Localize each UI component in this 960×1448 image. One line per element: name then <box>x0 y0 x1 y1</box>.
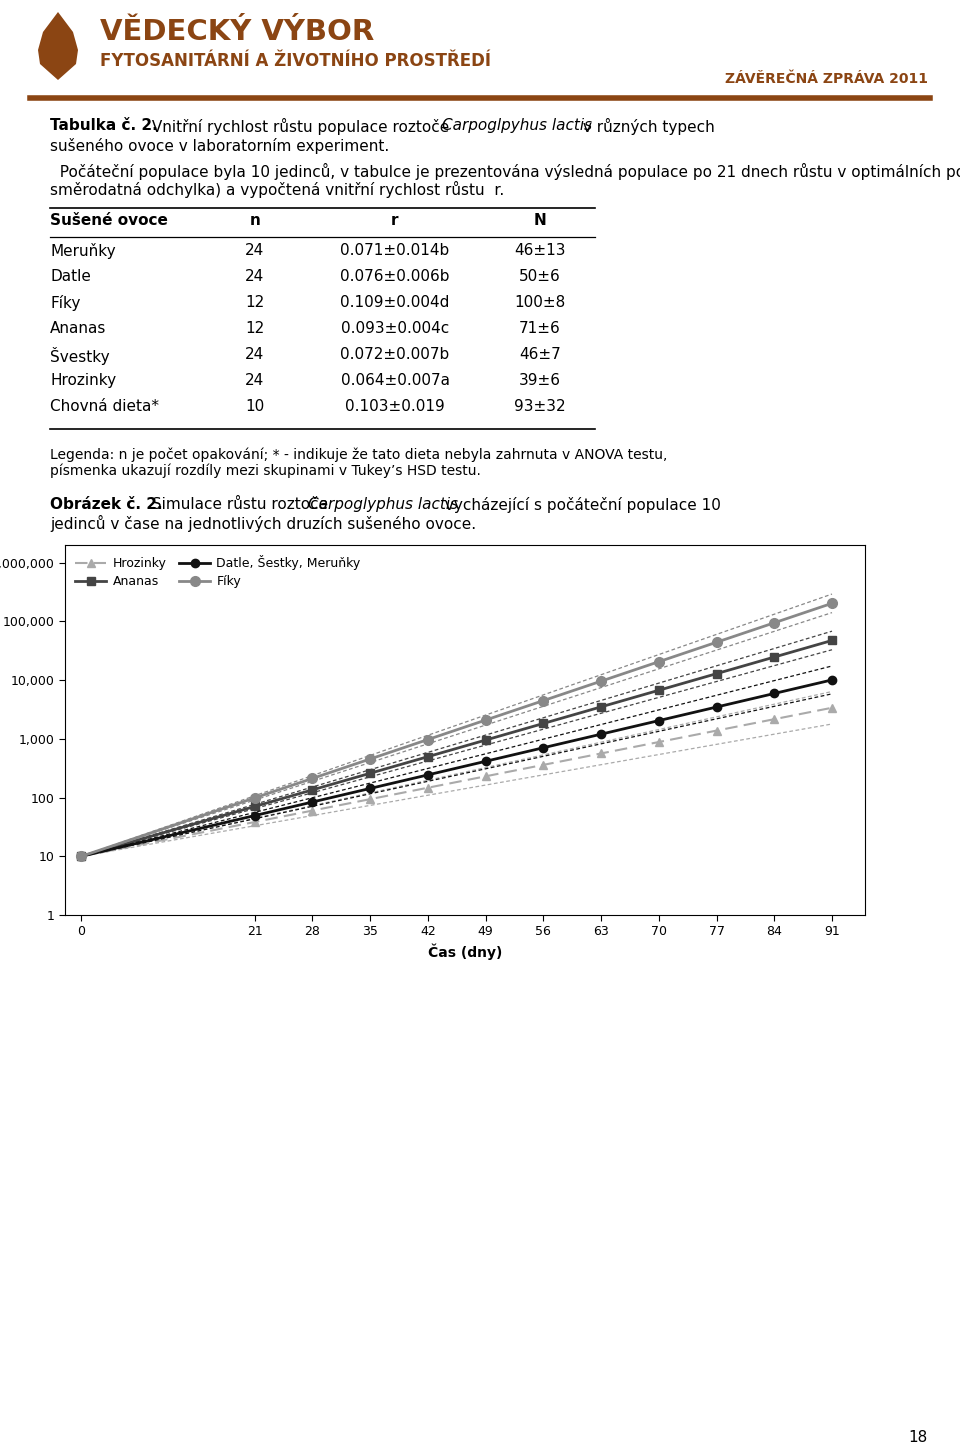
Text: 0.076±0.006b: 0.076±0.006b <box>340 269 449 284</box>
Text: 24: 24 <box>246 269 265 284</box>
Text: sušeného ovoce v laboratorním experiment.: sušeného ovoce v laboratorním experiment… <box>50 138 389 153</box>
Text: 0.103±0.019: 0.103±0.019 <box>346 400 444 414</box>
Text: VĚDECKÝ VÝBOR: VĚDECKÝ VÝBOR <box>100 17 374 46</box>
Text: 71±6: 71±6 <box>519 321 561 336</box>
Text: N: N <box>534 213 546 227</box>
Text: Hrozinky: Hrozinky <box>50 374 116 388</box>
Text: FYTOSANITÁRNÍ A ŽIVOTNÍHO PROSTŘEDÍ: FYTOSANITÁRNÍ A ŽIVOTNÍHO PROSTŘEDÍ <box>100 52 491 70</box>
Text: Fíky: Fíky <box>50 295 81 311</box>
Text: písmenka ukazují rozdíly mezi skupinami v Tukey’s HSD testu.: písmenka ukazují rozdíly mezi skupinami … <box>50 463 481 478</box>
Text: 50±6: 50±6 <box>519 269 561 284</box>
Text: 46±7: 46±7 <box>519 348 561 362</box>
Text: Počáteční populace byla 10 jedinců, v tabulce je prezentována výsledná populace : Počáteční populace byla 10 jedinců, v ta… <box>50 164 960 180</box>
X-axis label: Čas (dny): Čas (dny) <box>428 944 502 960</box>
Text: Datle: Datle <box>50 269 91 284</box>
Text: 100±8: 100±8 <box>515 295 565 310</box>
Text: Sušené ovoce: Sušené ovoce <box>50 213 168 227</box>
Text: 39±6: 39±6 <box>519 374 561 388</box>
Text: 18: 18 <box>909 1431 928 1445</box>
Text: vycházející s počáteční populace 10: vycházející s počáteční populace 10 <box>440 497 721 513</box>
Text: r: r <box>392 213 398 227</box>
Text: Obrázek č. 2.: Obrázek č. 2. <box>50 497 162 513</box>
Text: n: n <box>250 213 260 227</box>
Text: Švestky: Švestky <box>50 348 109 365</box>
Text: 24: 24 <box>246 374 265 388</box>
Text: Ananas: Ananas <box>50 321 107 336</box>
Legend: Hrozinky, Ananas, Datle, Šestky, Meruňky, Fíky: Hrozinky, Ananas, Datle, Šestky, Meruňky… <box>71 552 365 592</box>
Text: 46±13: 46±13 <box>515 243 565 258</box>
Text: Meruňky: Meruňky <box>50 243 115 259</box>
Text: 0.064±0.007a: 0.064±0.007a <box>341 374 449 388</box>
Text: Tabulka č. 2.: Tabulka č. 2. <box>50 117 157 133</box>
Text: jedinců v čase na jednotlivých druzích sušeného ovoce.: jedinců v čase na jednotlivých druzích s… <box>50 515 476 531</box>
Text: 0.093±0.004c: 0.093±0.004c <box>341 321 449 336</box>
Text: v různých typech: v různých typech <box>578 117 715 135</box>
Text: 24: 24 <box>246 348 265 362</box>
Text: Carpoglpyhus lactis: Carpoglpyhus lactis <box>442 117 592 133</box>
Text: 0.072±0.007b: 0.072±0.007b <box>341 348 449 362</box>
Text: 93±32: 93±32 <box>515 400 565 414</box>
Text: 12: 12 <box>246 295 265 310</box>
Polygon shape <box>38 12 78 80</box>
Text: 12: 12 <box>246 321 265 336</box>
Text: Chovná dieta*: Chovná dieta* <box>50 400 159 414</box>
Text: Carpoglyphus lactis: Carpoglyphus lactis <box>308 497 458 513</box>
Text: Simulace růstu roztoče: Simulace růstu roztoče <box>147 497 333 513</box>
Text: směrodatná odchylka) a vypočtená vnitřní rychlost růstu  r.: směrodatná odchylka) a vypočtená vnitřní… <box>50 181 504 198</box>
Text: ZÁVĚREČNÁ ZPRÁVA 2011: ZÁVĚREČNÁ ZPRÁVA 2011 <box>725 72 928 85</box>
Text: 0.071±0.014b: 0.071±0.014b <box>341 243 449 258</box>
Text: 24: 24 <box>246 243 265 258</box>
Text: Legenda: n je počet opakování; * - indikuje že tato dieta nebyla zahrnuta v ANOV: Legenda: n je počet opakování; * - indik… <box>50 447 667 462</box>
Text: 10: 10 <box>246 400 265 414</box>
Text: Vnitřní rychlost růstu populace roztoče: Vnitřní rychlost růstu populace roztoče <box>147 117 459 135</box>
Text: 0.109±0.004d: 0.109±0.004d <box>340 295 449 310</box>
